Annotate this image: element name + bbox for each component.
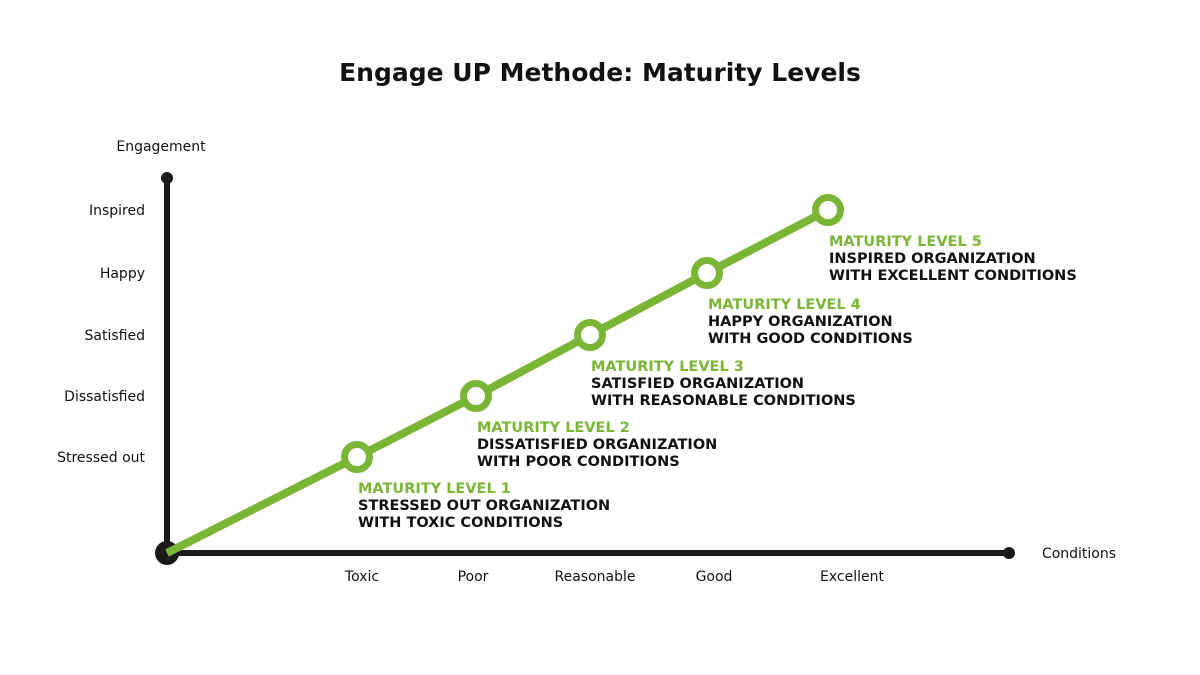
level-description-line2: WITH REASONABLE CONDITIONS [591,393,856,409]
level-description-line2: WITH GOOD CONDITIONS [708,331,913,347]
y-axis-title: Engagement [116,139,206,155]
maturity-level-4-marker [691,257,723,289]
x-tick-label: Good [696,569,733,585]
series-layer [165,194,844,557]
x-tick-label: Poor [458,569,489,585]
chart-title: Engage UP Methode: Maturity Levels [339,58,861,87]
level-title: MATURITY LEVEL 2 [477,420,630,436]
maturity-level-3-marker [574,319,606,351]
x-tick-label: Toxic [344,569,379,585]
y-tick-label: Stressed out [57,450,145,466]
y-tick-label: Dissatisfied [64,389,145,405]
level-description-line1: HAPPY ORGANIZATION [708,314,893,330]
y-axis-end-dot [161,172,173,184]
y-tick-label: Happy [100,266,145,282]
maturity-level-2-marker [460,380,492,412]
x-tick-label: Reasonable [555,569,636,585]
level-description-line1: STRESSED OUT ORGANIZATION [358,498,610,514]
level-title: MATURITY LEVEL 5 [829,234,982,250]
x-tick-label: Excellent [820,569,884,585]
level-title: MATURITY LEVEL 3 [591,359,744,375]
level-description-line2: WITH EXCELLENT CONDITIONS [829,268,1077,284]
x-axis-title: Conditions [1042,546,1116,562]
level-description-line2: WITH POOR CONDITIONS [477,454,680,470]
level-description-line1: DISSATISFIED ORGANIZATION [477,437,717,453]
maturity-level-1-marker [341,441,373,473]
y-tick-label: Inspired [89,203,145,219]
level-title: MATURITY LEVEL 4 [708,297,861,313]
maturity-level-5-marker [812,194,844,226]
axis-labels: Engagement Conditions Stressed out Dissatis… [57,139,1116,585]
x-axis-end-dot [1003,547,1015,559]
y-tick-label: Satisfied [85,328,145,344]
level-description-line2: WITH TOXIC CONDITIONS [358,515,563,531]
level-title: MATURITY LEVEL 1 [358,481,511,497]
level-description-line1: INSPIRED ORGANIZATION [829,251,1036,267]
series-line [165,206,830,557]
level-description-line1: SATISFIED ORGANIZATION [591,376,804,392]
